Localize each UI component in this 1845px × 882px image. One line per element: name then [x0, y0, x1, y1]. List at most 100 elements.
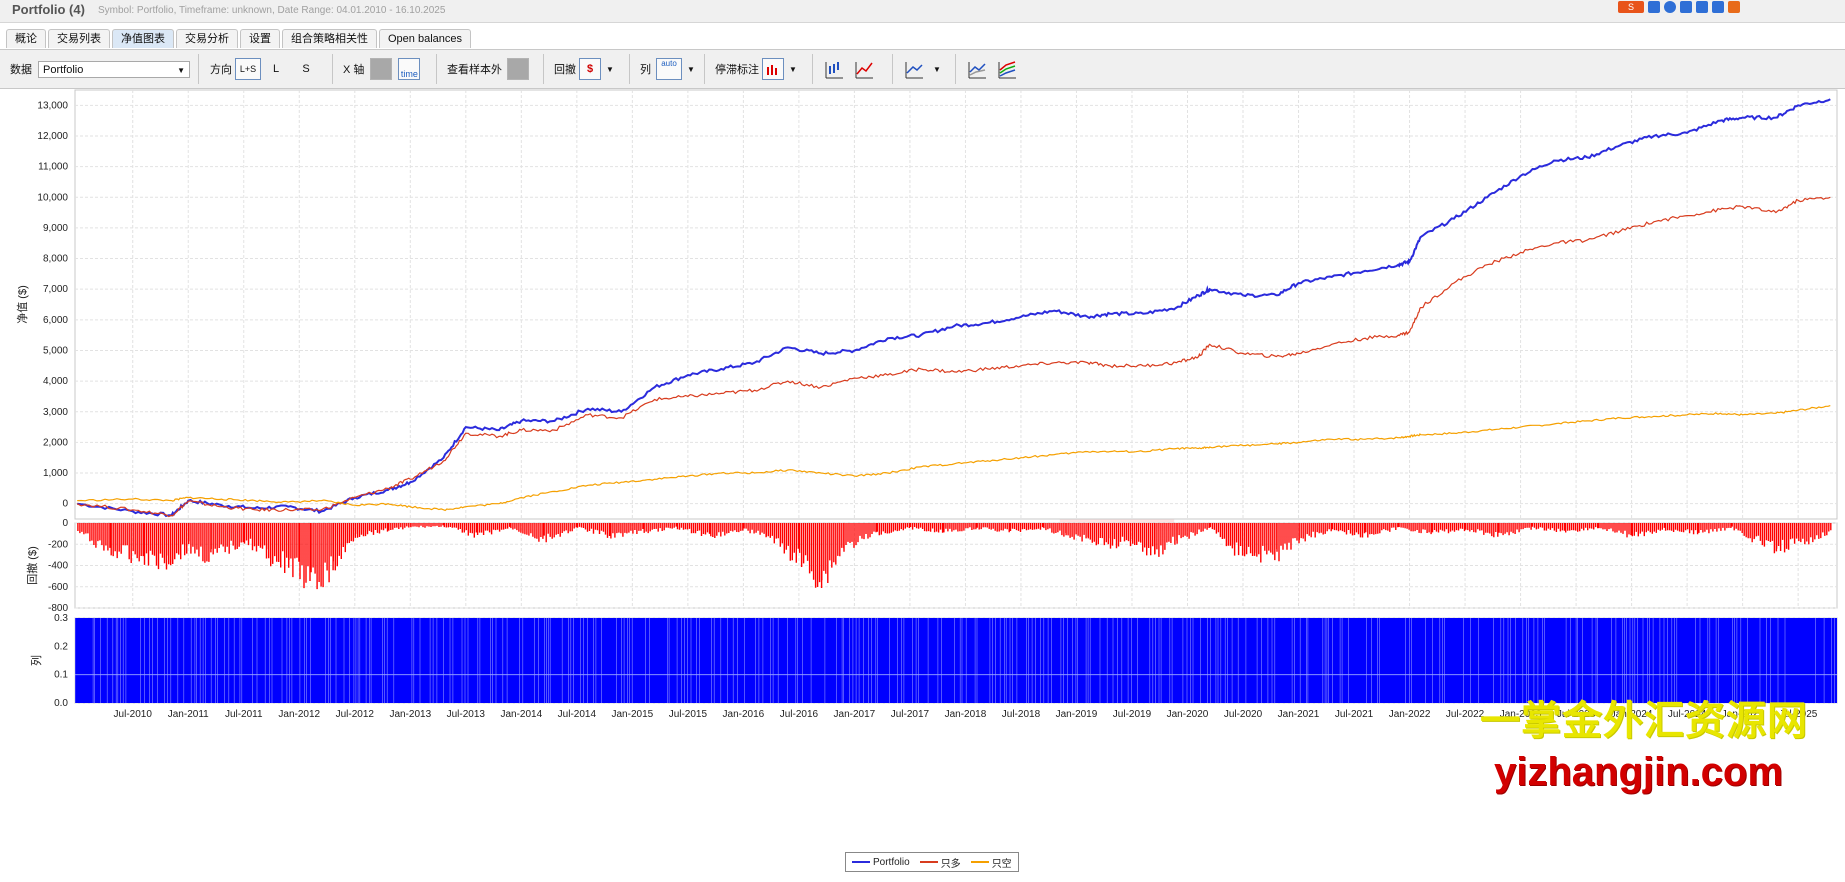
- shirt-icon[interactable]: [1696, 1, 1708, 13]
- stagnation-chart-icon[interactable]: [762, 58, 784, 80]
- x-tick-label: Jan-2025: [1722, 709, 1764, 720]
- legend-swatch: [970, 861, 989, 863]
- stagnation-label: 停滞标注: [715, 64, 759, 76]
- trend-chart-icon[interactable]: [903, 58, 925, 80]
- divider: [198, 54, 199, 84]
- x-tick-label: Jul-2024: [1668, 709, 1707, 720]
- y-tick-label: -600: [48, 582, 68, 593]
- chevron-down-icon[interactable]: ▼: [933, 64, 941, 74]
- tab-settings[interactable]: 设置: [240, 29, 280, 48]
- divider: [543, 54, 544, 84]
- y-tick-label: 6,000: [43, 315, 68, 326]
- y-tick-label: -800: [48, 603, 68, 614]
- skin-icon[interactable]: [1728, 1, 1740, 13]
- tab-trade-list[interactable]: 交易列表: [48, 29, 110, 48]
- direction-ls-button[interactable]: L+S: [235, 58, 261, 80]
- x-tick-label: Jan-2023: [1500, 709, 1542, 720]
- sogou-icon[interactable]: S: [1618, 1, 1644, 13]
- y-tick-label: 0: [62, 518, 68, 529]
- x-tick-label: Jan-2017: [834, 709, 876, 720]
- overlay-group: ▼: [903, 50, 941, 88]
- y-tick-label: -400: [48, 561, 68, 572]
- y-axis-label: 回撤 ($): [25, 546, 39, 585]
- tab-trade-analysis[interactable]: 交易分析: [176, 29, 238, 48]
- x-tick-label: Jan-2020: [1167, 709, 1209, 720]
- xaxis-time-button[interactable]: time: [398, 58, 421, 80]
- bar-chart-icon[interactable]: [823, 58, 845, 80]
- divider: [812, 54, 813, 84]
- x-tick-label: Jul-2021: [1335, 709, 1374, 720]
- direction-l-button[interactable]: L: [272, 63, 280, 75]
- column-bar-gaps: [74, 618, 1835, 703]
- compare-chart-icon[interactable]: [966, 58, 988, 80]
- chart-style-group: [823, 50, 875, 88]
- x-tick-label: Jan-2013: [389, 709, 431, 720]
- drawdown-dollar-button[interactable]: $: [579, 58, 601, 80]
- x-tick-label: Jul-2025: [1779, 709, 1818, 720]
- x-tick-label: Jul-2013: [447, 709, 486, 720]
- column-label: 列: [640, 64, 651, 76]
- x-tick-label: Jul-2011: [225, 709, 263, 720]
- data-group: 数据 Portfolio ▼: [10, 50, 190, 88]
- x-tick-label: Jul-2016: [780, 709, 819, 720]
- data-label: 数据: [10, 64, 32, 76]
- xaxis-label: X 轴: [343, 64, 365, 76]
- chevron-down-icon: ▼: [177, 65, 185, 75]
- grid-icon[interactable]: [1712, 1, 1724, 13]
- column-group: 列 auto ▼: [640, 50, 695, 88]
- x-tick-label: Jul-2012: [336, 709, 375, 720]
- y-tick-label: 10,000: [37, 192, 68, 203]
- column-auto-button[interactable]: auto: [656, 58, 682, 80]
- y-tick-label: 4,000: [43, 376, 68, 387]
- lang-icon[interactable]: [1648, 1, 1660, 13]
- chevron-down-icon[interactable]: ▼: [789, 64, 797, 74]
- tab-equity-chart[interactable]: 净值图表: [112, 29, 174, 48]
- xaxis-trades-button[interactable]: [370, 58, 393, 80]
- legend-label: Portfolio: [873, 856, 910, 868]
- chevron-down-icon[interactable]: ▼: [606, 64, 614, 74]
- multi-line-chart-icon[interactable]: [996, 58, 1018, 80]
- series-line: [76, 196, 1831, 518]
- line-chart-icon[interactable]: [853, 58, 875, 80]
- y-axis-label: 净值 ($): [15, 285, 29, 324]
- y-tick-label: 0: [62, 499, 68, 510]
- legend-label: 只空: [991, 858, 1012, 870]
- window-title: Portfolio (4): [12, 2, 85, 17]
- series-line: [77, 405, 1831, 512]
- y-tick-label: 5,000: [43, 345, 68, 356]
- title-bar: Portfolio (4) Symbol: Portfolio, Timefra…: [0, 0, 1845, 23]
- direction-s-button[interactable]: S: [302, 63, 310, 75]
- x-tick-label: Jan-2014: [500, 709, 542, 720]
- chevron-down-icon[interactable]: ▼: [687, 64, 695, 74]
- series-line: [77, 98, 1831, 518]
- y-tick-label: 0.1: [54, 670, 68, 681]
- oos-group: 查看样本外: [447, 50, 529, 88]
- direction-label: 方向: [210, 64, 232, 76]
- legend-item-long: 只多: [919, 855, 961, 870]
- data-select[interactable]: Portfolio ▼: [38, 60, 190, 78]
- tab-overview[interactable]: 概论: [6, 29, 46, 48]
- x-tick-label: Jul-2019: [1113, 709, 1152, 720]
- equity-chart: 最大停滞: 372 天数 Jul-2010Jan-2011Jul-2011Jan…: [15, 89, 1838, 720]
- y-tick-label: 7,000: [43, 284, 68, 295]
- x-tick-label: Jul-2017: [891, 709, 930, 720]
- divider: [955, 54, 956, 84]
- tray-icons: S: [1618, 0, 1740, 14]
- y-tick-label: 0.0: [54, 698, 68, 709]
- y-axis-label: 列: [29, 655, 43, 666]
- oos-button[interactable]: [507, 58, 529, 80]
- mic-icon[interactable]: [1664, 1, 1676, 13]
- y-tick-label: 11,000: [38, 162, 68, 173]
- tab-open-balances[interactable]: Open balances: [379, 29, 471, 48]
- window-subtitle: Symbol: Portfolio, Timeframe: unknown, D…: [98, 5, 446, 16]
- column-bars: [75, 618, 1837, 703]
- keyboard-icon[interactable]: [1680, 1, 1692, 13]
- legend-swatch: [919, 861, 938, 863]
- divider: [332, 54, 333, 84]
- tab-correlation[interactable]: 组合策略相关性: [282, 29, 377, 48]
- x-tick-label: Jan-2016: [723, 709, 765, 720]
- legend-swatch: [852, 861, 870, 863]
- chart-toolbar: 数据 Portfolio ▼ 方向 L+S L S X 轴 time 查看样本外…: [0, 49, 1845, 89]
- xaxis-group: X 轴 time: [343, 50, 421, 88]
- x-tick-label: Jan-2021: [1278, 709, 1320, 720]
